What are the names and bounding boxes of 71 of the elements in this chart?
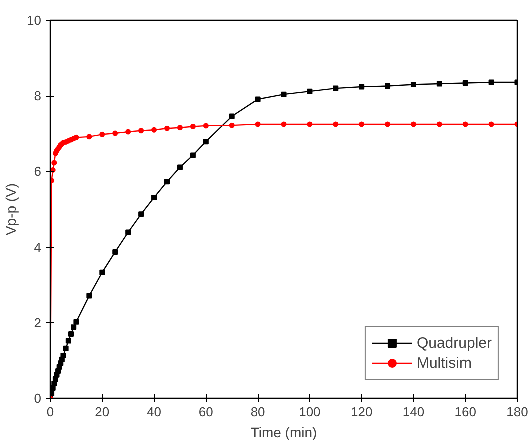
point [177,125,183,131]
point [164,179,170,185]
point [112,130,118,136]
point [190,124,196,130]
point [410,82,416,88]
x-tick-label: 160 [454,404,476,420]
point [462,80,468,86]
x-tick-label: 100 [299,404,321,420]
point [63,346,69,352]
point [86,134,92,140]
point [203,123,209,129]
point [385,122,391,128]
point [126,230,132,236]
point [190,152,196,158]
point [333,86,339,92]
point [138,128,144,134]
point [462,122,468,128]
point [74,134,80,140]
point [152,127,158,133]
point [307,88,313,94]
legend-label: Multisim [416,354,472,372]
x-tick-label: 180 [506,404,528,420]
legend-label: Quadrupler [416,334,492,352]
point [60,353,66,359]
x-tick-label: 140 [402,404,425,420]
point [100,270,106,276]
x-tick-label: 40 [147,404,162,420]
point [50,178,55,184]
point [100,132,106,138]
point [164,126,170,132]
point [203,139,209,145]
point [229,122,235,128]
y-tick-label: 4 [34,240,42,255]
point [86,293,92,299]
y-tick-label: 8 [34,88,42,104]
x-axis-title: Time (min) [250,424,318,440]
x-tick-label: 0 [46,404,54,420]
point [138,212,144,218]
point [255,96,261,102]
point [410,122,416,128]
y-axis-title: Vp-p (V) [3,183,20,236]
point [74,319,80,325]
point [436,81,442,87]
point [488,122,494,128]
y-tick-label: 0 [34,391,42,406]
point [436,122,442,128]
y-tick-label: 10 [27,13,42,28]
y-tick-label: 6 [34,164,42,180]
point [68,331,74,337]
point [66,338,72,344]
point [52,160,58,166]
point [177,164,183,170]
point [71,324,77,330]
point [385,84,391,90]
point [359,122,365,128]
point [359,84,365,90]
point [126,129,132,135]
point [488,80,494,86]
point [112,249,118,255]
point [152,195,158,201]
point [307,122,313,128]
x-tick-label: 20 [95,404,110,420]
x-tick-label: 60 [198,404,214,420]
point [281,92,287,98]
y-tick-label: 2 [34,315,42,330]
x-tick-label: 80 [250,404,266,420]
x-tick-label: 120 [350,404,373,420]
point [229,114,235,120]
point [255,122,261,128]
point [333,122,339,128]
point [281,122,287,128]
